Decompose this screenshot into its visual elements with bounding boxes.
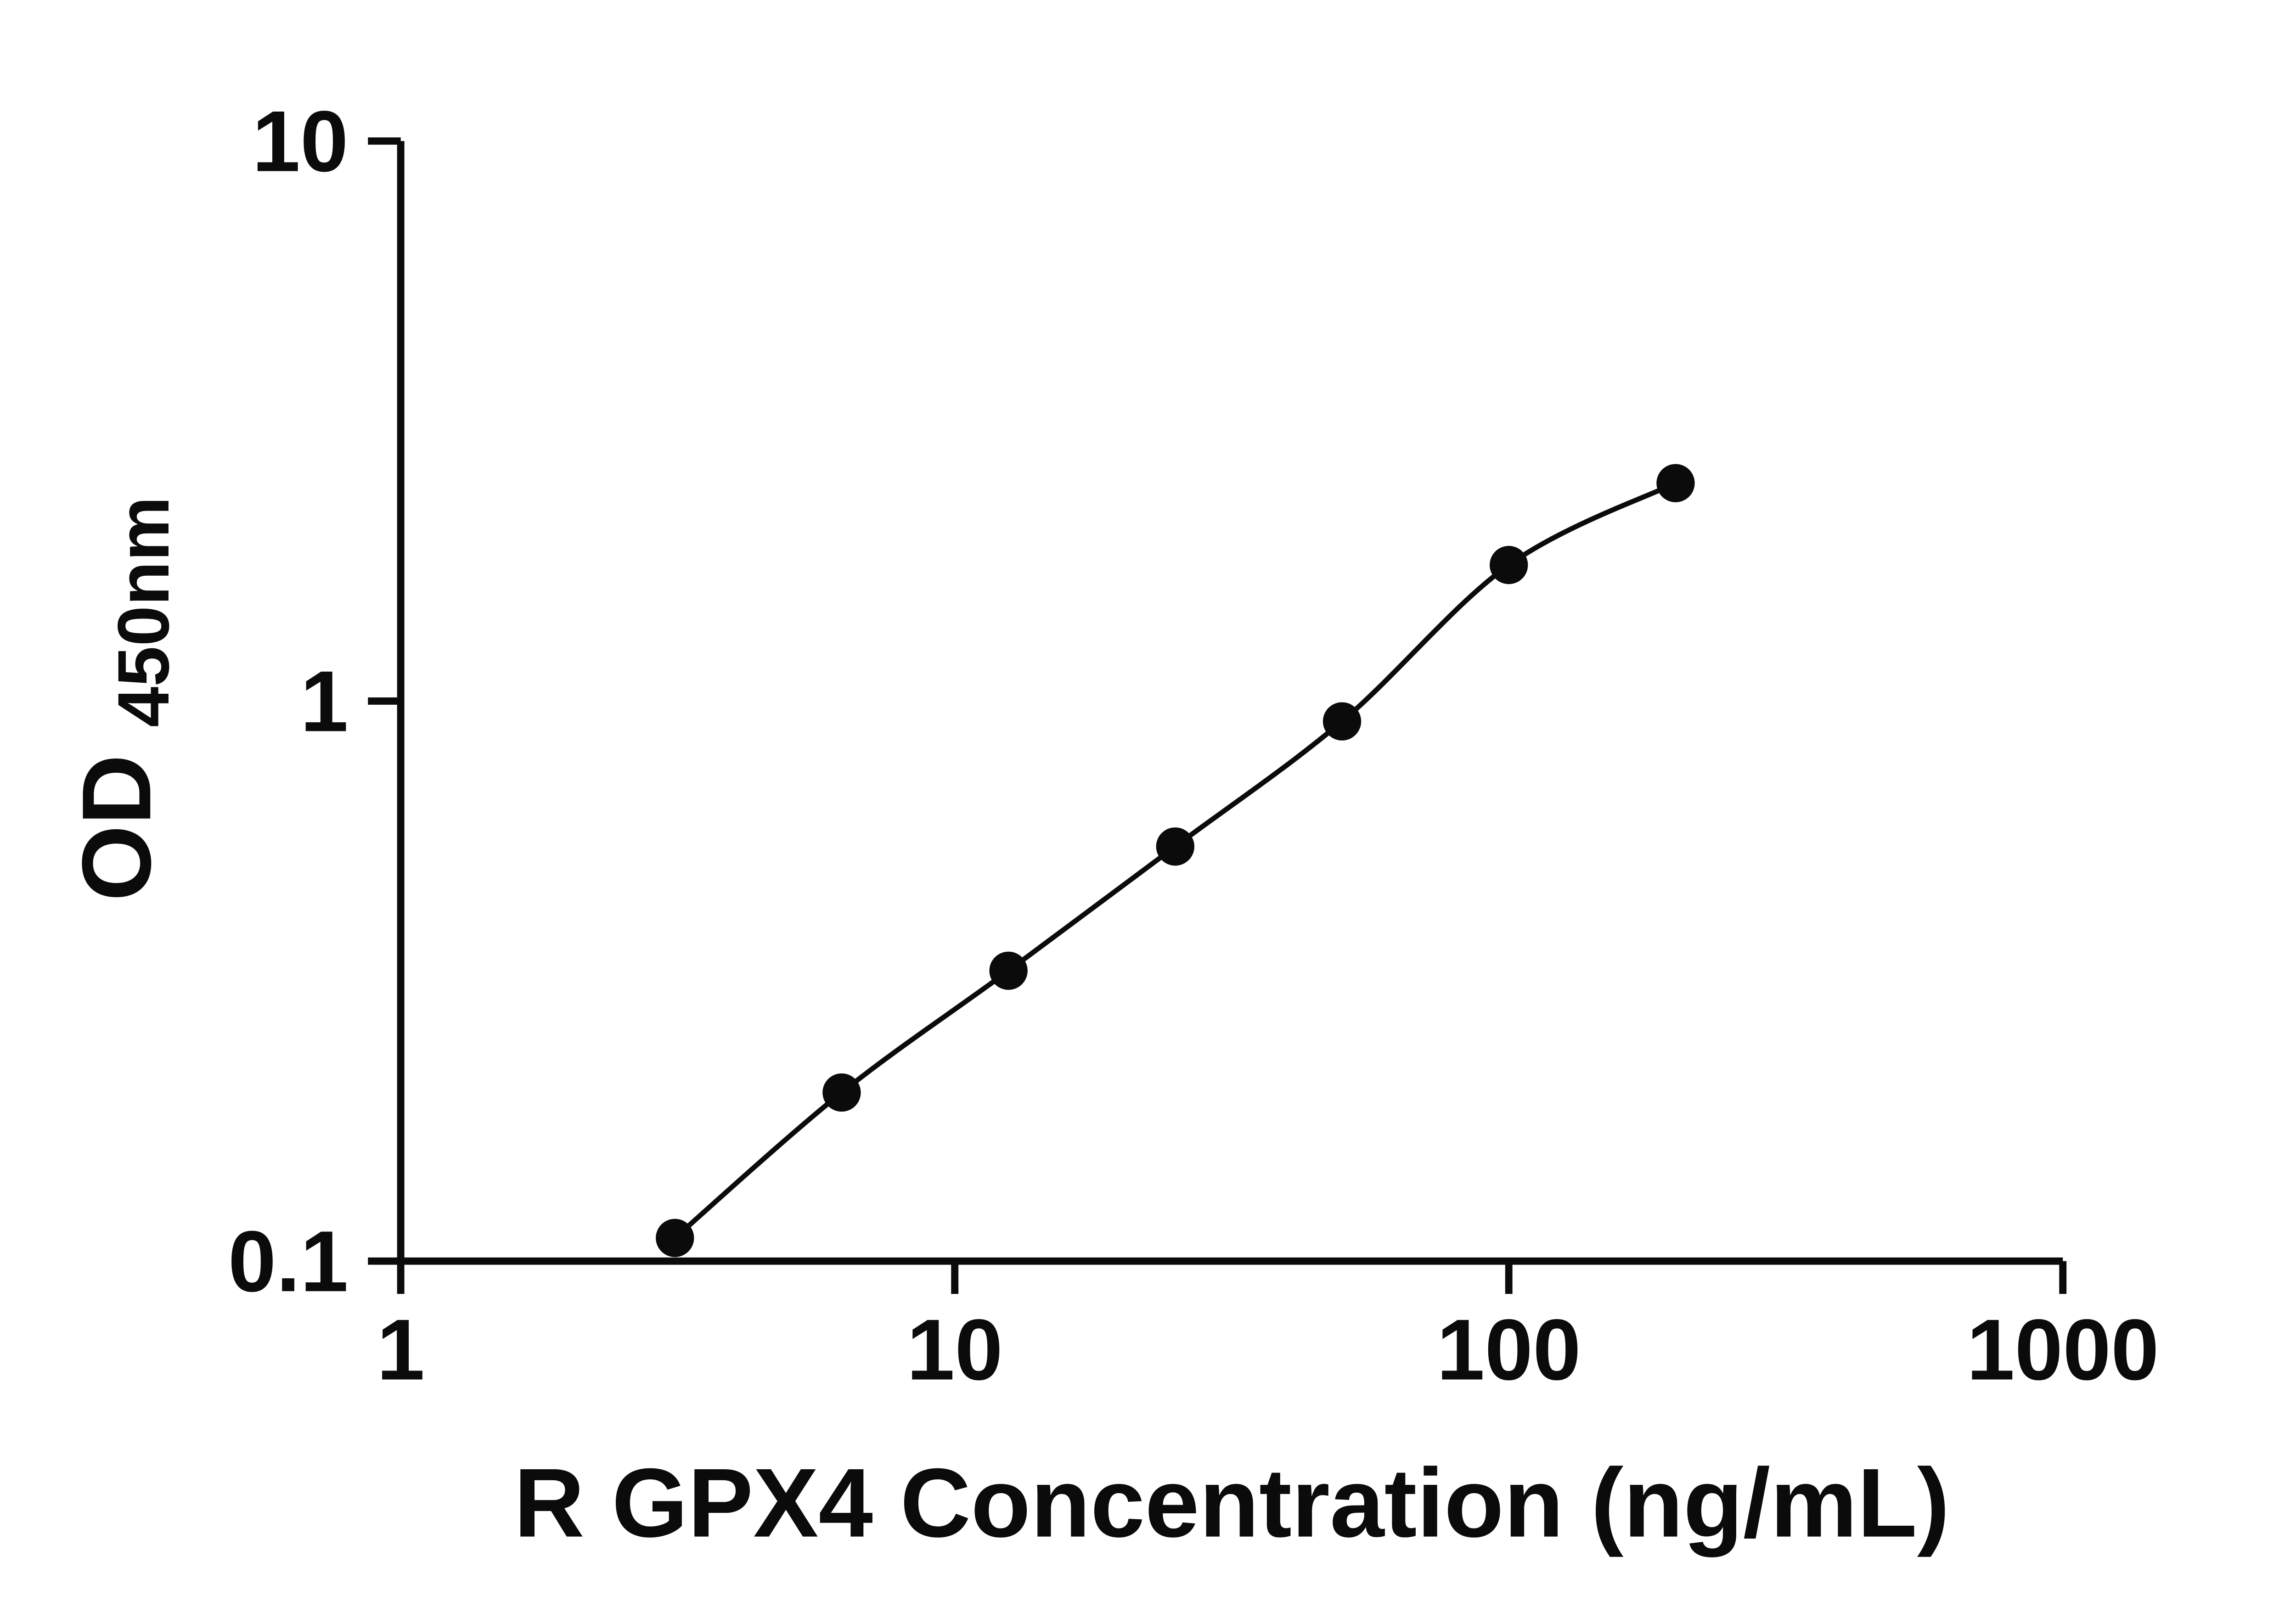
- y-tick-label: 0.1: [228, 1213, 349, 1309]
- data-point: [1156, 827, 1194, 866]
- data-point: [1490, 545, 1528, 584]
- x-tick-label: 100: [1437, 1301, 1581, 1398]
- y-axis-title-main: OD: [62, 754, 171, 901]
- y-axis-title: OD 450nm: [62, 496, 184, 901]
- y-axis-title-subscript: 450nm: [102, 496, 184, 727]
- x-tick-label: 1: [377, 1301, 425, 1398]
- data-point: [822, 1073, 861, 1112]
- x-tick-label: 10: [906, 1301, 1003, 1398]
- x-tick-label: 1000: [1967, 1301, 2159, 1398]
- y-tick-label: 1: [300, 652, 349, 749]
- data-point: [1322, 702, 1362, 741]
- data-point: [1656, 464, 1695, 502]
- x-axis-title: R GPX4 Concentration (ng/mL): [514, 1449, 1950, 1558]
- data-point: [989, 951, 1028, 990]
- y-tick-label: 10: [252, 93, 349, 190]
- data-point: [656, 1219, 694, 1257]
